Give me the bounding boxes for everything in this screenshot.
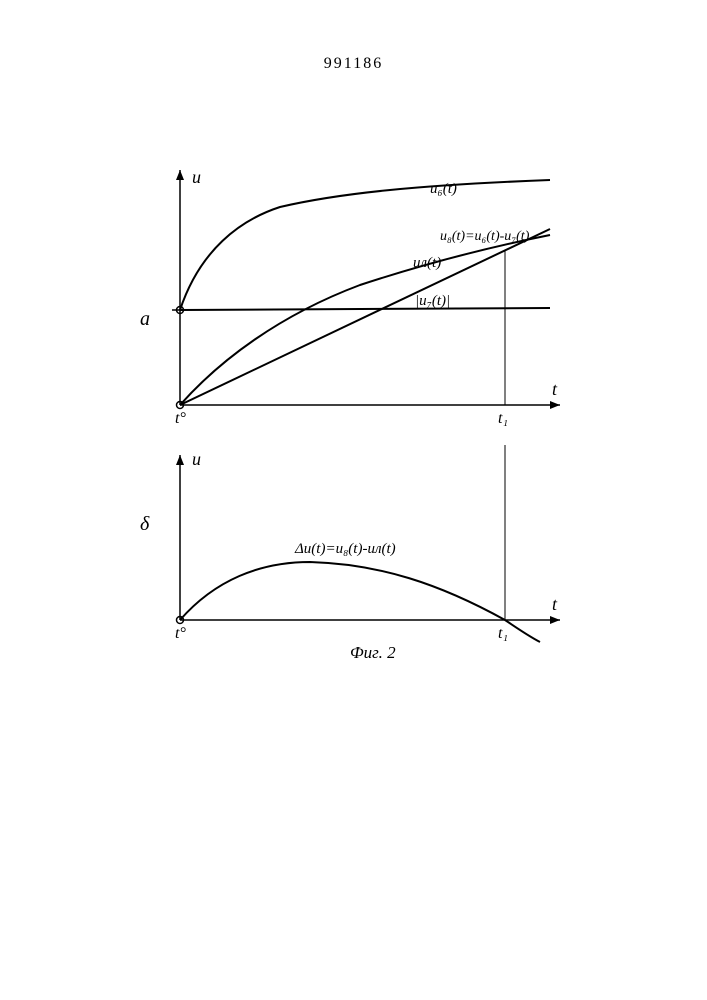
origin-label-a: t° bbox=[175, 410, 186, 427]
curve-u6-label: u₆(t) bbox=[430, 181, 457, 197]
panel-a: u t t° t₁ a u₆(t) u₈(t)=u₆(t)-u₇(t) uл(t… bbox=[140, 165, 620, 445]
figure-caption: Фиг. 2 bbox=[350, 643, 396, 662]
curve-uL-label: uл(t) bbox=[413, 255, 441, 271]
x-axis-arrow-a bbox=[550, 401, 560, 409]
curve-u7-label: |u₇(t)| bbox=[415, 293, 450, 309]
x-axis-arrow-b bbox=[550, 616, 560, 624]
panel-a-label: a bbox=[140, 308, 150, 330]
patent-number: 991186 bbox=[0, 55, 707, 73]
page: 991186 u t t° bbox=[0, 0, 707, 1000]
x-axis-label-a: t bbox=[552, 379, 558, 399]
t1-label-b: t₁ bbox=[498, 625, 508, 642]
curve-u7 bbox=[180, 308, 550, 310]
curve-delta-u-label: Δu(t)=u₈(t)-uл(t) bbox=[294, 541, 396, 557]
panel-b: u t t° t₁ δ Δu(t)=u₈(t)-uл(t) Фиг. 2 bbox=[140, 430, 620, 670]
t1-label-a: t₁ bbox=[498, 410, 508, 427]
curve-u8-label: u₈(t)=u₆(t)-u₇(t) bbox=[440, 229, 530, 244]
y-axis-label-a: u bbox=[192, 167, 201, 187]
origin-label-b: t° bbox=[175, 625, 186, 642]
y-axis-arrow-a bbox=[176, 170, 184, 180]
curve-u6 bbox=[180, 180, 550, 310]
y-axis-label-b: u bbox=[192, 449, 201, 469]
panel-b-label: δ bbox=[140, 513, 150, 535]
y-axis-arrow-b bbox=[176, 455, 184, 465]
curve-delta-u bbox=[180, 562, 540, 642]
x-axis-label-b: t bbox=[552, 594, 558, 614]
curve-uL bbox=[180, 229, 550, 405]
